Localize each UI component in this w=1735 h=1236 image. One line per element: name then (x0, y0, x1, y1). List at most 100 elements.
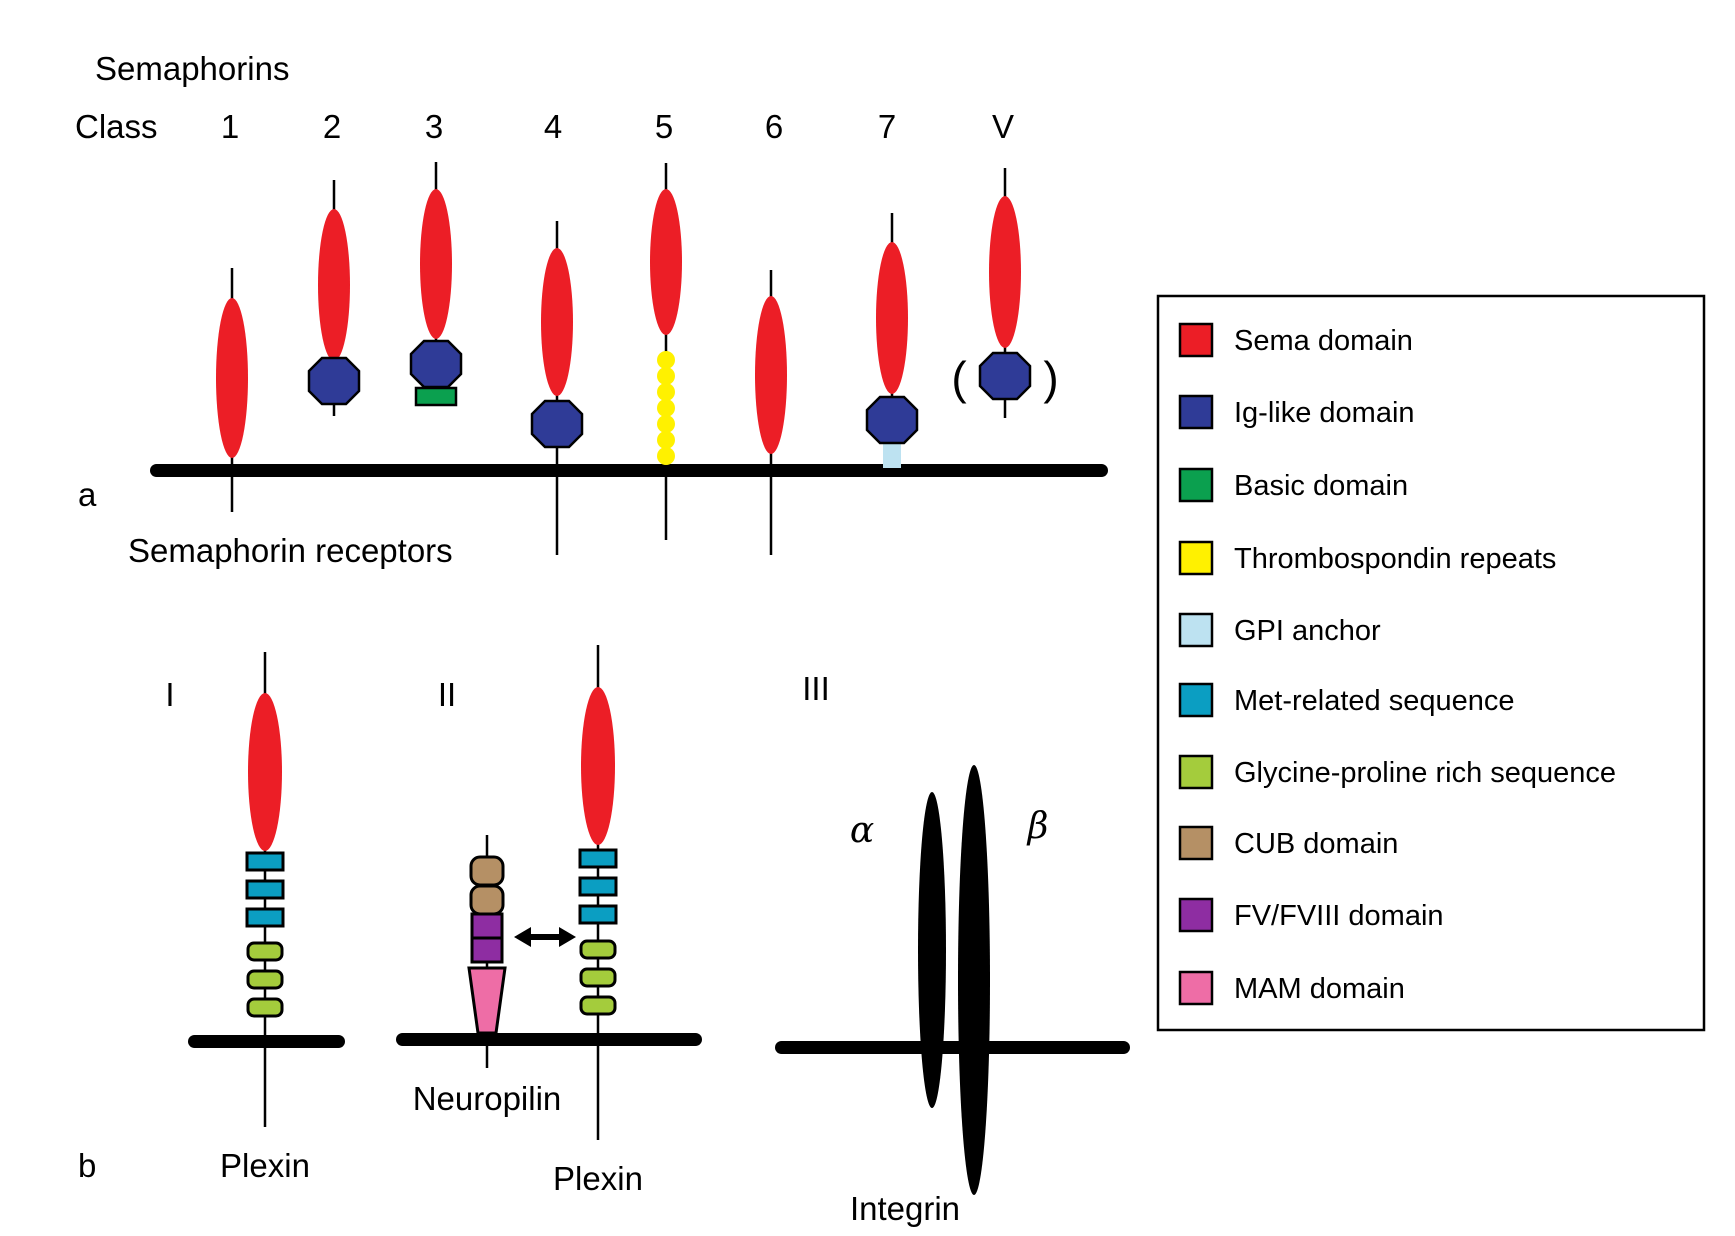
thrombospondin-bead (657, 431, 675, 449)
sema-domain-ellipse (755, 296, 787, 454)
legend-swatch-gpi (1178, 612, 1214, 648)
membrane-b1 (188, 1035, 345, 1048)
receptor-group-iii-label: III (802, 670, 830, 707)
legend-swatch-glypro (1178, 754, 1214, 790)
glycine-proline-rect (579, 939, 617, 960)
legend-row: Thrombospondin repeats (1178, 540, 1556, 576)
plexin-1-label: Plexin (220, 1147, 310, 1184)
legend-swatch-basic (1178, 467, 1214, 503)
thrombospondin-bead (657, 399, 675, 417)
legend-swatch-mam (1178, 970, 1214, 1006)
neuropilin-label: Neuropilin (413, 1080, 562, 1117)
cub-domain-rect (469, 884, 505, 916)
integrin-alpha-label: α (850, 810, 874, 851)
legend-row: Sema domain (1178, 322, 1413, 358)
met-related-rect (245, 851, 285, 872)
legend-label-sema: Sema domain (1234, 325, 1413, 357)
legend: Sema domain Ig-like domain Basic domain … (1156, 294, 1706, 1032)
sema-domain-ellipse (876, 242, 908, 394)
legend-label-thrombospondin: Thrombospondin repeats (1234, 543, 1556, 575)
glycine-proline-rect (579, 967, 617, 988)
integrin-beta-subunit (958, 765, 990, 1195)
met-related-rect (578, 904, 618, 925)
legend-swatch-met (1178, 682, 1214, 718)
sema-domain-ellipse (989, 196, 1021, 348)
legend-row: FV/FVIII domain (1178, 897, 1444, 933)
class-7-label: 7 (878, 108, 896, 145)
legend-swatch-fv (1178, 897, 1214, 933)
thrombospondin-bead (657, 351, 675, 369)
glycine-proline-rect (246, 941, 284, 962)
legend-swatch-sema (1178, 322, 1214, 358)
met-related-rect (578, 876, 618, 897)
thrombospondin-bead (657, 415, 675, 433)
integrin-beta-label: β (1026, 806, 1049, 847)
integrin-label: Integrin (850, 1190, 960, 1227)
legend-row: Ig-like domain (1178, 394, 1415, 430)
ig-domain-octagon (978, 351, 1032, 401)
legend-label-gpi: GPI anchor (1234, 615, 1381, 647)
sema-domain-ellipse (420, 189, 452, 339)
class-6-label: 6 (765, 108, 783, 145)
panel-b-label: b (78, 1147, 96, 1184)
neuropilin-plexin-arrow (514, 927, 576, 947)
legend-label-cub: CUB domain (1234, 828, 1398, 860)
glycine-proline-rect (246, 969, 284, 990)
panel-a-label: a (78, 476, 97, 513)
ig-domain-octagon (865, 395, 919, 445)
class-3-label: 3 (425, 108, 443, 145)
legend-swatch-thrombospondin (1178, 540, 1214, 576)
basic-domain-rect (414, 386, 458, 407)
legend-row: Met-related sequence (1178, 682, 1515, 718)
legend-swatch-cub (1178, 825, 1214, 861)
receptor-group-i-label: I (165, 676, 174, 713)
cub-domain-rect (469, 855, 505, 887)
legend-box (1156, 294, 1706, 1032)
sema-domain-ellipse (318, 209, 350, 361)
legend-swatch-ig (1178, 394, 1214, 430)
class-4-label: 4 (544, 108, 562, 145)
plexin-2-structure (396, 645, 702, 1140)
sema-domain-ellipse (216, 298, 248, 458)
legend-row: Basic domain (1178, 467, 1408, 503)
panel-b: Semaphorin receptors I II III Plexin (78, 532, 1130, 1227)
receptors-title: Semaphorin receptors (128, 532, 453, 569)
legend-label-basic: Basic domain (1234, 470, 1408, 502)
sema-domain-ellipse (541, 248, 573, 396)
integrin-alpha-subunit (918, 792, 946, 1108)
integrin-structure: α β (775, 765, 1130, 1195)
thrombospondin-bead (657, 383, 675, 401)
met-related-rect (245, 879, 285, 900)
class-2-label: 2 (323, 108, 341, 145)
membrane-a (150, 464, 1108, 477)
legend-label-glypro: Glycine-proline rich sequence (1234, 757, 1616, 789)
thrombospondin-repeat-beads (657, 351, 675, 465)
ig-domain-octagon (409, 339, 463, 389)
legend-row: Glycine-proline rich sequence (1178, 754, 1616, 790)
sema-domain-ellipse (581, 687, 615, 845)
class-1-label: 1 (221, 108, 239, 145)
class-row-label: Class (75, 108, 158, 145)
legend-row: MAM domain (1178, 970, 1405, 1006)
paren-open: ( (951, 352, 967, 404)
met-related-rect (578, 848, 618, 869)
legend-label-fv: FV/FVIII domain (1234, 900, 1444, 932)
met-related-rect (245, 907, 285, 928)
arrow-head-right (559, 927, 576, 947)
thrombospondin-bead (657, 367, 675, 385)
sema-domain-ellipse (650, 189, 682, 335)
glycine-proline-rect (579, 995, 617, 1016)
plexin-2-label: Plexin (553, 1160, 643, 1197)
sema-domain-ellipse (248, 693, 282, 851)
legend-label-mam: MAM domain (1234, 973, 1405, 1005)
legend-label-ig: Ig-like domain (1234, 397, 1415, 429)
legend-row: CUB domain (1178, 825, 1398, 861)
ig-domain-octagon (307, 356, 361, 406)
arrow-head-left (514, 927, 531, 947)
membrane-b3 (775, 1041, 1130, 1054)
fv-fviii-domain-rect (470, 912, 504, 940)
fv-fviii-domain-rect (470, 936, 504, 964)
plexin-1-structure (188, 652, 345, 1127)
